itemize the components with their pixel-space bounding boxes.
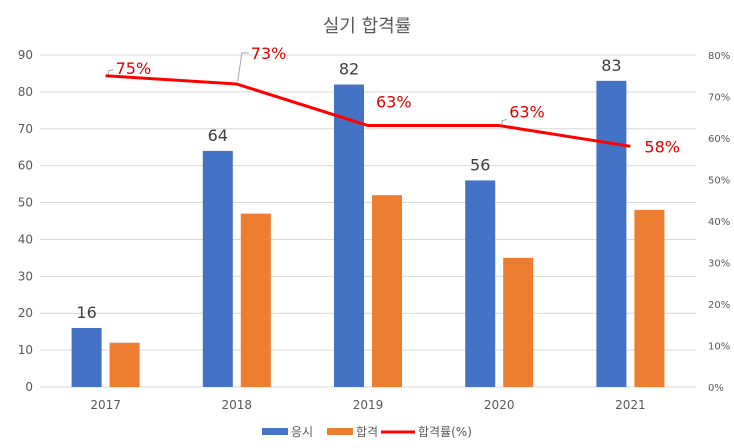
left-tick-label: 80 bbox=[18, 85, 33, 99]
applicant-data-label: 82 bbox=[339, 60, 359, 79]
right-tick-label: 40% bbox=[708, 217, 730, 228]
applicant-data-label: 56 bbox=[470, 155, 490, 174]
applicant-data-label: 83 bbox=[601, 56, 621, 75]
bar-합격 bbox=[109, 342, 140, 387]
rate-data-label: 63% bbox=[376, 93, 412, 112]
rate-data-label: 63% bbox=[509, 103, 545, 122]
right-tick-label: 70% bbox=[708, 93, 730, 104]
left-tick-label: 10 bbox=[18, 343, 33, 357]
bar-응시 bbox=[465, 180, 496, 387]
x-tick-label: 2019 bbox=[353, 398, 384, 412]
applicant-data-label: 64 bbox=[208, 126, 228, 145]
chart-title: 실기 합격률 bbox=[323, 16, 412, 37]
left-tick-label: 0 bbox=[25, 380, 33, 394]
right-tick-label: 50% bbox=[708, 176, 730, 187]
x-axis: 2017 2018 2019 2020 2021 bbox=[90, 398, 645, 412]
x-tick-label: 2020 bbox=[484, 398, 515, 412]
right-tick-label: 20% bbox=[708, 300, 730, 311]
legend-label: 합격 bbox=[356, 425, 378, 439]
bar-합격 bbox=[240, 213, 271, 387]
left-axis: 0 10 20 30 40 50 60 70 80 90 bbox=[18, 48, 33, 394]
rate-data-label: 73% bbox=[251, 44, 287, 63]
leader-line bbox=[108, 69, 114, 75]
right-tick-label: 0% bbox=[708, 383, 724, 394]
right-tick-label: 30% bbox=[708, 259, 730, 270]
bar-응시 bbox=[202, 150, 233, 387]
legend-swatch bbox=[327, 428, 353, 435]
rate-data-label: 75% bbox=[116, 59, 152, 78]
bar-응시 bbox=[334, 84, 364, 387]
leader-line bbox=[237, 52, 249, 82]
left-tick-label: 20 bbox=[18, 306, 33, 320]
legend-label: 합격률(%) bbox=[418, 425, 472, 439]
left-tick-label: 40 bbox=[18, 232, 33, 246]
rate-data-label: 58% bbox=[644, 137, 680, 156]
rate-line-layer bbox=[105, 74, 631, 148]
leader-line bbox=[501, 119, 508, 125]
bar-합격 bbox=[634, 209, 665, 387]
x-tick-label: 2017 bbox=[90, 398, 121, 412]
rate-line bbox=[105, 74, 631, 148]
right-tick-label: 80% bbox=[708, 51, 730, 62]
left-tick-label: 30 bbox=[18, 269, 33, 283]
legend-label: 응시 bbox=[291, 425, 313, 439]
bars bbox=[71, 80, 665, 388]
bar-data-labels: 16 64 82 56 83 bbox=[76, 56, 621, 322]
bar-응시 bbox=[596, 80, 627, 388]
left-tick-label: 50 bbox=[18, 196, 33, 210]
bar-합격 bbox=[503, 257, 534, 387]
bar-합격 bbox=[372, 195, 402, 387]
right-tick-label: 60% bbox=[708, 134, 730, 145]
left-tick-label: 60 bbox=[18, 159, 33, 173]
left-tick-label: 90 bbox=[18, 48, 33, 62]
gridlines bbox=[40, 54, 696, 388]
left-tick-label: 70 bbox=[18, 122, 33, 136]
bar-응시 bbox=[71, 327, 102, 387]
x-tick-label: 2021 bbox=[615, 398, 646, 412]
right-axis: 0% 10% 20% 30% 40% 50% 60% 70% 80% bbox=[708, 51, 730, 394]
legend: 응시 합격 합격률(%) bbox=[262, 425, 472, 439]
x-tick-label: 2018 bbox=[222, 398, 253, 412]
legend-swatch bbox=[262, 428, 288, 435]
applicant-data-label: 16 bbox=[76, 303, 96, 322]
rate-data-labels: 75% 73% 63% 63% 58% bbox=[108, 44, 680, 156]
right-tick-label: 10% bbox=[708, 342, 730, 353]
